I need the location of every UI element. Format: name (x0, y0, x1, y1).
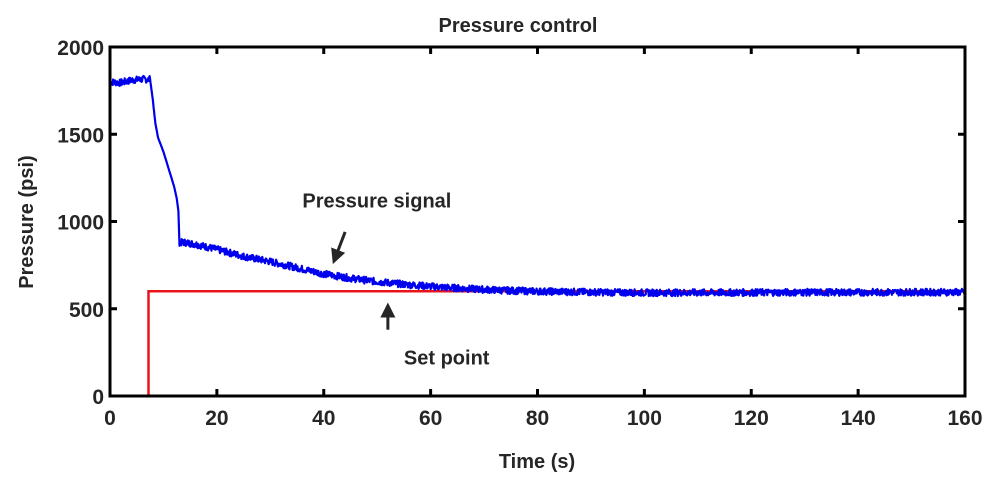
x-tick-label: 100 (627, 407, 662, 430)
set-point-line (110, 290, 965, 398)
y-tick-label: 1000 (57, 212, 104, 235)
x-tick-label: 160 (947, 407, 982, 430)
chart-title: Pressure control (439, 15, 598, 37)
axis-ticks: 0 20 40 60 80 100 120 140 160 0 500 1000 1500 2000 (57, 37, 982, 430)
x-axis-label: Time (s) (499, 451, 575, 473)
annotation-label: Pressure signal (302, 191, 451, 213)
x-tick-label: 0 (104, 407, 116, 430)
plot-frame (108, 45, 967, 398)
x-tick-label: 20 (205, 407, 228, 430)
annotations: Pressure signal Set point (302, 191, 489, 370)
x-tick-label: 40 (312, 407, 335, 430)
y-tick-label: 1500 (57, 124, 104, 147)
x-tick-label: 80 (526, 407, 549, 430)
y-tick-label: 2000 (57, 37, 104, 60)
annotation-arrow-icon (331, 231, 347, 265)
pressure-signal-line (109, 74, 966, 298)
plot-lines (109, 74, 966, 398)
y-tick-label: 500 (69, 299, 104, 322)
x-tick-label: 60 (419, 407, 442, 430)
y-tick-label: 0 (92, 386, 104, 409)
y-axis-label: Pressure (psi) (16, 155, 38, 288)
annotation-label: Set point (404, 348, 490, 370)
x-tick-label: 120 (734, 407, 769, 430)
x-tick-label: 140 (841, 407, 876, 430)
